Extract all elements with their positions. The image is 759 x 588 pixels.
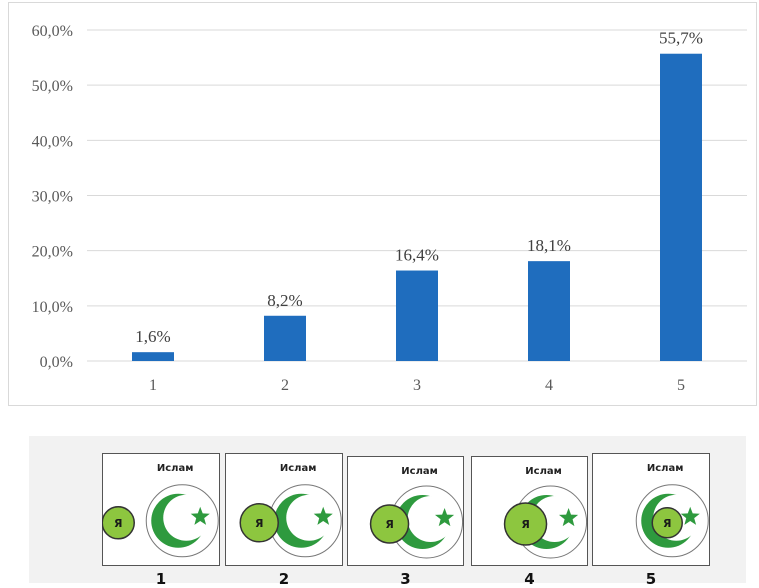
identity-diagram-1: ИсламЯ [102,453,220,566]
x-tick-label: 5 [677,377,685,394]
data-label: 55,7% [659,29,703,48]
diagram-number: 2 [269,570,299,588]
data-label: 8,2% [267,291,302,310]
self-label: Я [255,517,263,530]
y-tick-label: 60,0% [32,23,73,40]
data-label: 1,6% [135,327,170,346]
y-tick-label: 50,0% [32,78,73,95]
bar-4 [528,261,570,361]
crescent-icon [347,456,464,566]
diagram-number: 1 [146,570,176,588]
diagram-svg: ИсламЯ [471,456,588,566]
crescent-icon [592,453,710,566]
y-tick-label: 40,0% [32,133,73,150]
identity-diagram-2: ИсламЯ [225,453,343,566]
bar-1 [132,352,174,361]
self-label: Я [114,517,122,530]
bar-3 [396,271,438,361]
diagram-svg: ИсламЯ [347,456,464,566]
x-tick-label: 4 [545,377,553,394]
data-label: 18,1% [527,236,571,255]
y-tick-label: 20,0% [32,244,73,261]
diagram-number: 4 [515,570,545,588]
x-tick-label: 3 [413,377,421,394]
bar-2 [264,316,306,361]
identity-diagram-4: ИсламЯ [471,456,588,566]
identity-diagram-panel: ИсламЯ1ИсламЯ2ИсламЯ3ИсламЯ4ИсламЯ5 [29,436,746,583]
identity-diagram-3: ИсламЯ [347,456,464,566]
identity-diagram-5: ИсламЯ [592,453,710,566]
crescent-icon [225,453,343,566]
y-tick-label: 10,0% [32,299,73,316]
bar-chart: 0,0%10,0%20,0%30,0%40,0%50,0%60,0%1,6%18… [9,3,758,407]
diagram-number: 3 [391,570,421,588]
x-tick-label: 2 [281,377,289,394]
y-tick-label: 30,0% [32,189,73,206]
chart-area: 0,0% 10,0% 20,0% 30,0% 40,0% 50,0% 60,0% 1,6% 1 8… [8,2,757,406]
data-label: 16,4% [395,246,439,265]
self-label: Я [663,517,671,530]
self-label: Я [385,518,393,531]
y-tick-label: 0,0% [40,354,73,371]
diagram-svg: ИсламЯ [592,453,710,566]
bar-5 [660,54,702,361]
x-tick-label: 1 [149,377,157,394]
diagram-svg: ИсламЯ [102,453,220,566]
self-label: Я [521,518,529,531]
diagram-number: 5 [636,570,666,588]
diagram-svg: ИсламЯ [225,453,343,566]
